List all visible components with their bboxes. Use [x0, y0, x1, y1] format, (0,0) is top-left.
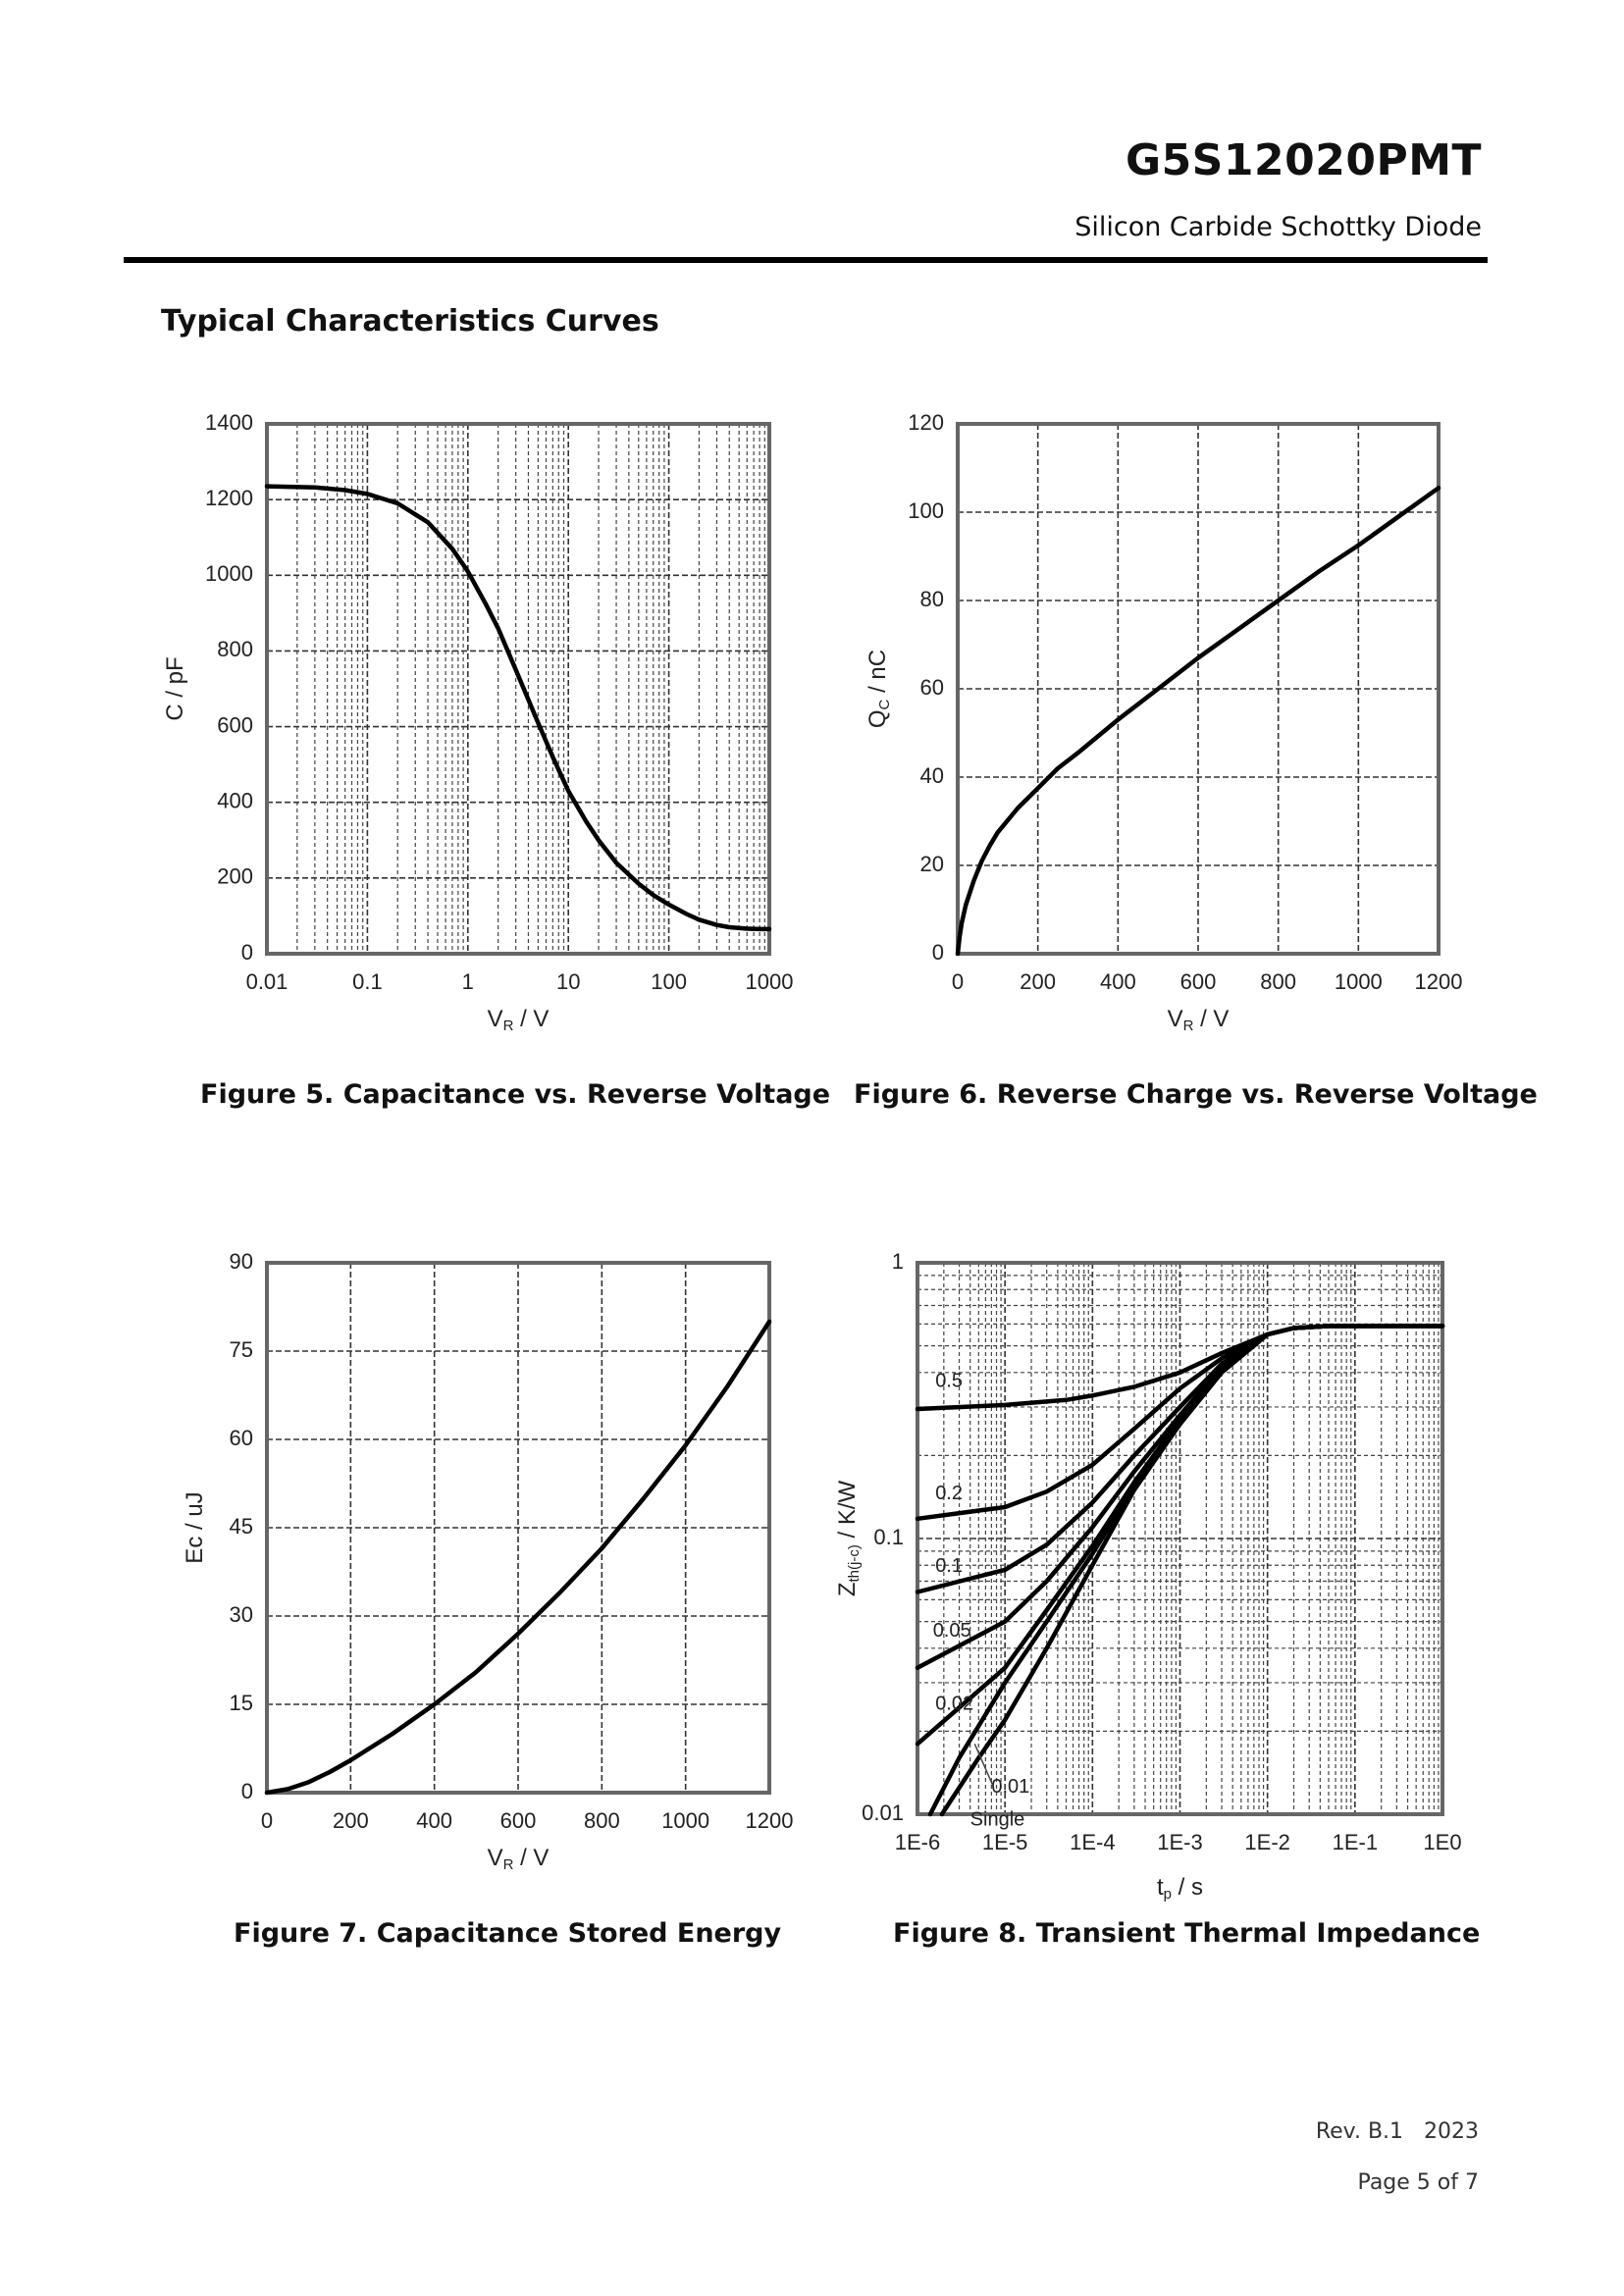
- x-tick-label: 0: [261, 1808, 273, 1833]
- y-tick-label: 1000: [205, 561, 253, 586]
- header-divider: [124, 257, 1488, 263]
- x-tick-label: 100: [651, 969, 687, 994]
- y-tick-label: 600: [217, 712, 253, 737]
- x-tick-label: 1000: [1335, 969, 1383, 994]
- y-axis-label: QC / nC: [864, 650, 893, 728]
- y-tick-label: 1: [892, 1249, 904, 1274]
- curve-label-0.05: 0.05: [933, 1620, 971, 1642]
- y-tick-label: 80: [920, 587, 944, 611]
- part-number: G5S12020PMT: [1125, 135, 1482, 185]
- x-tick-label: 800: [584, 1808, 620, 1833]
- figure-7-caption: Figure 7. Capacitance Stored Energy: [234, 1918, 782, 1949]
- x-tick-label: 0: [952, 969, 964, 994]
- plot-frame: [956, 422, 1441, 956]
- x-tick-label: 600: [1180, 969, 1217, 994]
- x-tick-label: 400: [416, 1808, 452, 1833]
- figure-5-chart: 0.01 0.1 1 10 100 1000 0 200 400 600 800 1000 1200 14…: [162, 410, 794, 1034]
- y-tick-label: 30: [230, 1602, 253, 1627]
- series-line-ec: [264, 1319, 772, 1796]
- series-line-single: [939, 1324, 1445, 1817]
- x-tick-label: 1E-3: [1157, 1830, 1202, 1854]
- x-tick-label: 1E-4: [1070, 1830, 1115, 1854]
- x-tick-label: 1E-1: [1333, 1830, 1378, 1854]
- x-tick-label: 200: [333, 1808, 369, 1833]
- y-axis-label: Ec / uJ: [182, 1491, 208, 1563]
- figure-5-caption: Figure 5. Capacitance vs. Reverse Voltag…: [200, 1079, 831, 1110]
- curve-label-0.02: 0.02: [935, 1693, 973, 1714]
- x-tick-label: 10: [556, 969, 580, 994]
- y-tick-label: 400: [217, 789, 253, 813]
- y-tick-label: 60: [920, 675, 944, 700]
- y-tick-label: 0: [241, 1779, 253, 1803]
- x-tick-label: 1200: [746, 1808, 794, 1833]
- figure-8-chart: 1E-6 1E-5 1E-4 1E-3 1E-2 1E-1 1E0 0.01 0.1 1 tp / …: [834, 1249, 1461, 1903]
- figure-6-chart: 0 200 400 600 800 1000 1200 0 20 40 60 80 100 120 VR /…: [864, 410, 1463, 1034]
- y-axis-label: Zth(j-c) / K/W: [834, 1480, 863, 1596]
- y-tick-label: 800: [217, 637, 253, 661]
- plot-frame: [265, 422, 771, 956]
- figure-6-caption: Figure 6. Reverse Charge vs. Reverse Vol…: [854, 1079, 1538, 1110]
- x-axis-label: VR / V: [1168, 1006, 1230, 1034]
- y-tick-label: 60: [230, 1426, 253, 1450]
- x-tick-label: 0.01: [246, 969, 288, 994]
- y-tick-label: 0: [241, 940, 253, 965]
- x-tick-label: 1200: [1415, 969, 1463, 994]
- curve-label-0.01: 0.01: [991, 1776, 1029, 1798]
- x-tick-label: 400: [1100, 969, 1136, 994]
- plot-frame: [265, 1261, 771, 1795]
- page-number: Page 5 of 7: [1357, 2170, 1479, 2195]
- x-tick-label: 200: [1020, 969, 1056, 994]
- y-tick-label: 1200: [205, 486, 253, 510]
- curve-label-0.5: 0.5: [935, 1371, 963, 1392]
- figure-7-chart: 0 200 400 600 800 1000 1200 0 15 30 45 60 75 90 VR / V…: [182, 1249, 794, 1873]
- curve-label-single: Single: [970, 1809, 1025, 1831]
- document-subtitle: Silicon Carbide Schottky Diode: [1074, 212, 1482, 242]
- x-tick-label: 1: [462, 969, 474, 994]
- figure-8-caption: Figure 8. Transient Thermal Impedance: [893, 1918, 1481, 1949]
- curve-label-0.2: 0.2: [935, 1483, 963, 1504]
- y-axis-label: C / pF: [162, 656, 188, 720]
- x-tick-label: 600: [500, 1808, 537, 1833]
- section-title: Typical Characteristics Curves: [161, 304, 659, 339]
- y-tick-label: 120: [908, 410, 944, 435]
- x-tick-label: 1E-2: [1244, 1830, 1289, 1854]
- y-tick-label: 0.1: [873, 1525, 904, 1549]
- x-tick-label: 1E0: [1423, 1830, 1461, 1854]
- series-line-c: [264, 484, 772, 932]
- y-tick-label: 100: [908, 498, 944, 523]
- y-tick-label: 20: [920, 852, 944, 876]
- x-axis-label: VR / V: [488, 1845, 550, 1873]
- y-tick-label: 0.01: [862, 1800, 904, 1825]
- revision-label: Rev. B.1 2023: [1315, 2119, 1479, 2144]
- x-tick-label: 800: [1260, 969, 1296, 994]
- y-tick-label: 0: [932, 940, 944, 965]
- curve-label-0.1: 0.1: [935, 1555, 963, 1577]
- x-tick-label: 1E-6: [895, 1830, 940, 1854]
- y-tick-label: 40: [920, 763, 944, 788]
- y-tick-label: 200: [217, 864, 253, 889]
- x-axis-label: VR / V: [488, 1006, 550, 1034]
- series-line-qc: [955, 486, 1441, 957]
- x-tick-label: 1E-5: [982, 1830, 1027, 1854]
- y-tick-label: 45: [230, 1514, 253, 1539]
- y-tick-label: 15: [230, 1691, 253, 1715]
- y-tick-label: 1400: [205, 410, 253, 435]
- plot-frame: [916, 1261, 1444, 1816]
- y-tick-label: 75: [230, 1337, 253, 1362]
- x-tick-label: 1000: [746, 969, 794, 994]
- x-tick-label: 0.1: [352, 969, 383, 994]
- y-tick-label: 90: [230, 1249, 253, 1274]
- annotation-leader-line: [973, 1743, 994, 1786]
- x-axis-label: tp / s: [1157, 1874, 1203, 1903]
- x-tick-label: 1000: [661, 1808, 709, 1833]
